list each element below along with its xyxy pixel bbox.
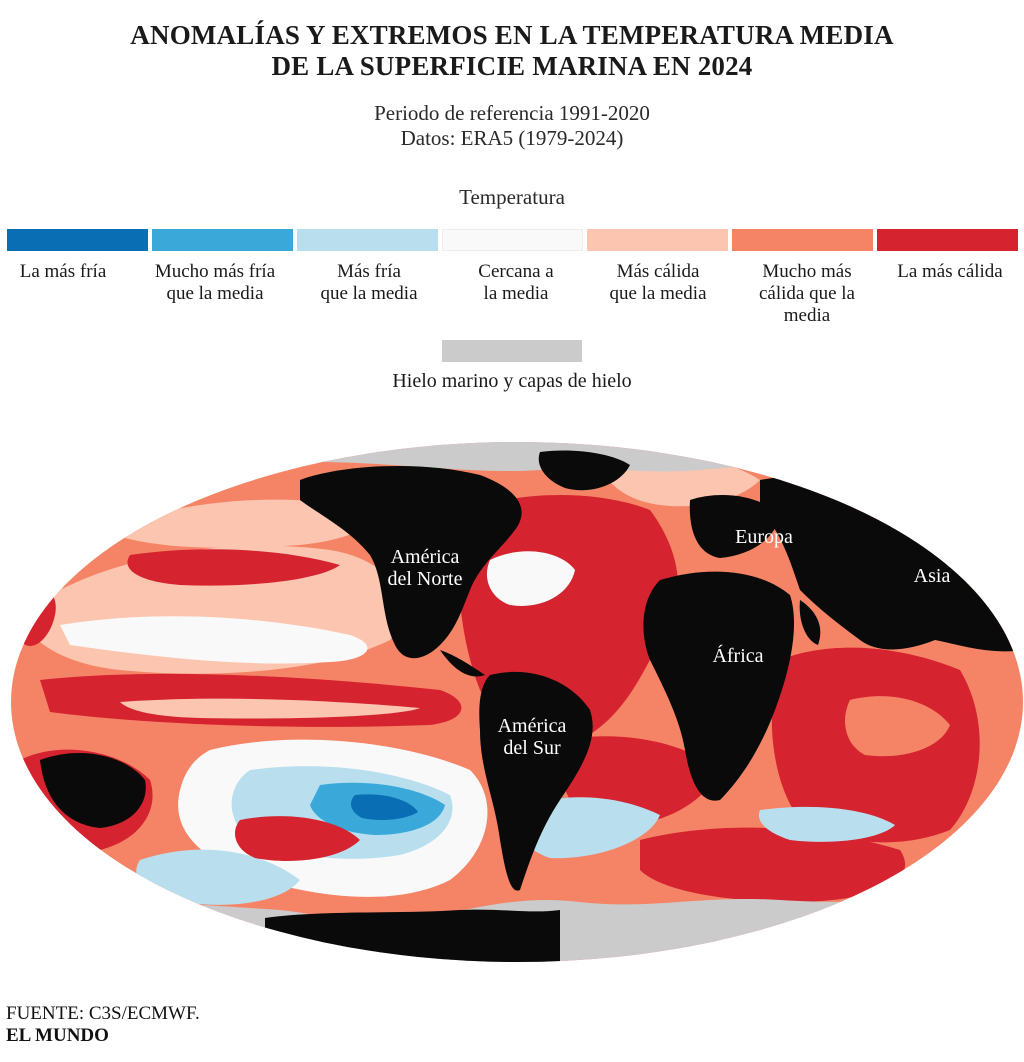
ocean-warmest-patch — [127, 549, 340, 586]
legend-label-much-colder: Mucho más fría que la media — [154, 261, 276, 304]
label-asia: Asia — [914, 565, 951, 587]
legend-title: Temperatura — [459, 185, 565, 209]
map-body: América del Norte Europa Asia África Amé… — [11, 442, 1023, 962]
ocean-warm-patch — [120, 698, 420, 719]
north-america-land — [300, 465, 522, 659]
ocean-warmest-patch — [235, 816, 360, 861]
arabia-land — [799, 600, 821, 645]
subtitle-line-1: Periodo de referencia 1991-2020 — [374, 101, 650, 125]
legend-swatch-much-warmer — [732, 229, 873, 251]
central-america-land — [440, 650, 485, 677]
ocean-near-average-patch — [486, 551, 575, 606]
label-africa: África — [712, 644, 763, 667]
south-america-land — [479, 671, 593, 891]
legend-label-near-average: Cercana a la media — [478, 261, 554, 304]
footer: FUENTE: C3S/ECMWF. EL MUNDO — [6, 1003, 200, 1047]
ocean-warmest-patch — [640, 827, 906, 902]
chart-title: ANOMALÍAS Y EXTREMOS EN LA TEMPERATURA M… — [0, 20, 1024, 82]
label-north-america-line-2: del Norte — [388, 568, 463, 590]
europe-land — [689, 495, 780, 558]
legend-label-warmest: La más cálida — [897, 261, 1003, 282]
subtitle-line-2: Datos: ERA5 (1979-2024) — [400, 126, 624, 150]
title-line-2: DE LA SUPERFICIE MARINA EN 2024 — [271, 51, 753, 81]
ocean-coldest-patch — [350, 794, 418, 820]
antarctica-land — [265, 909, 560, 962]
legend-swatch-ice — [442, 340, 582, 362]
label-europe: Europa — [735, 526, 793, 548]
chart-subtitle: Periodo de referencia 1991-2020 Datos: E… — [0, 101, 1024, 151]
ocean-colder-patch — [136, 849, 300, 905]
legend-label-much-warmer: Mucho más cálida que la media — [758, 261, 855, 326]
greenland-land — [538, 450, 630, 491]
ocean-near-average-patch — [60, 616, 368, 664]
legend-label-warmer: Más cálida que la media — [609, 261, 707, 304]
legend-swatch-much-colder — [152, 229, 293, 251]
world-map: América del Norte Europa Asia África Amé… — [11, 442, 1023, 962]
ocean-colder-patch — [517, 797, 660, 859]
brand-name: EL MUNDO — [6, 1025, 109, 1046]
legend-swatch-colder — [297, 229, 438, 251]
legend-swatch-coldest — [7, 229, 148, 251]
legend-label-coldest: La más fría — [19, 261, 107, 282]
ocean-colder-patch — [758, 806, 895, 842]
legend-label-ice: Hielo marino y capas de hielo — [392, 370, 632, 392]
africa-land — [643, 571, 795, 801]
legend-swatch-warmest — [877, 229, 1018, 251]
legend-label-colder: Más fría que la media — [320, 261, 418, 304]
legend-swatch-warmer — [587, 229, 728, 251]
label-north-america-line-1: América — [391, 546, 460, 568]
australia-land — [40, 752, 146, 828]
source-credit: FUENTE: C3S/ECMWF. — [6, 1003, 200, 1024]
label-south-america-line-2: del Sur — [503, 737, 561, 759]
label-south-america-line-1: América — [498, 715, 567, 737]
title-line-1: ANOMALÍAS Y EXTREMOS EN LA TEMPERATURA M… — [130, 20, 894, 50]
legend-swatch-near-average — [442, 229, 583, 251]
ocean-warm-patch — [845, 696, 950, 757]
